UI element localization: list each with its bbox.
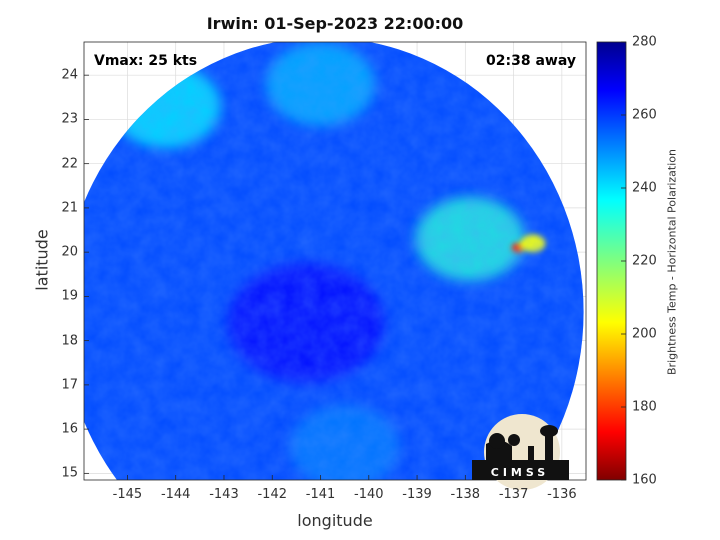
x-tick-label: -140: [354, 487, 384, 502]
x-tick-label: -136: [547, 487, 577, 502]
vmax-label: Vmax: 25 kts: [94, 53, 198, 69]
x-tick-label: -143: [209, 487, 239, 502]
colorbar-tick-label: 180: [632, 399, 657, 415]
y-tick-label: 23: [61, 111, 78, 127]
y-tick-label: 20: [61, 244, 78, 260]
x-tick-label: -144: [160, 487, 191, 502]
colorbar-tick-label: 280: [632, 34, 657, 50]
chart-title: Irwin: 01-Sep-2023 22:00:00: [206, 14, 464, 33]
y-tick-label: 18: [61, 333, 78, 349]
colorbar-tick-label: 240: [632, 180, 657, 196]
colorbar-tick-label: 160: [632, 472, 657, 488]
svg-text:CIMSS: CIMSS: [491, 466, 549, 479]
colorbar-ticks: [621, 41, 626, 481]
x-axis-label: longitude: [297, 511, 373, 530]
y-tick-label: 24: [61, 67, 78, 83]
y-tick-label: 22: [61, 156, 78, 172]
x-tick-label: -145: [112, 487, 143, 502]
y-tick-label: 21: [61, 200, 78, 216]
plot-frame: [83, 41, 587, 481]
swath-texture: [84, 42, 584, 480]
x-tick-label: -137: [498, 487, 529, 502]
y-axis-label: latitude: [32, 229, 52, 291]
colorbar-label: Brightness Temp - Horizontal Polarizatio…: [665, 149, 679, 375]
y-tick-label: 15: [61, 465, 78, 481]
colorbar-tick-label: 260: [632, 107, 657, 123]
colorbar-tick-label: 200: [632, 326, 657, 342]
x-tick-label: -141: [305, 487, 336, 502]
x-tick-label: -142: [257, 487, 288, 502]
y-tick-label: 17: [61, 377, 78, 393]
y-tick-label: 19: [61, 288, 78, 304]
colorbar-tick-label: 220: [632, 253, 657, 269]
time-offset-label: 02:38 away: [486, 53, 576, 69]
x-tick-label: -138: [450, 487, 481, 502]
y-tick-label: 16: [61, 421, 78, 437]
microwave-swath: [84, 42, 584, 480]
x-tick-label: -139: [402, 487, 432, 502]
cimss-logo: CIMSS: [472, 414, 569, 490]
